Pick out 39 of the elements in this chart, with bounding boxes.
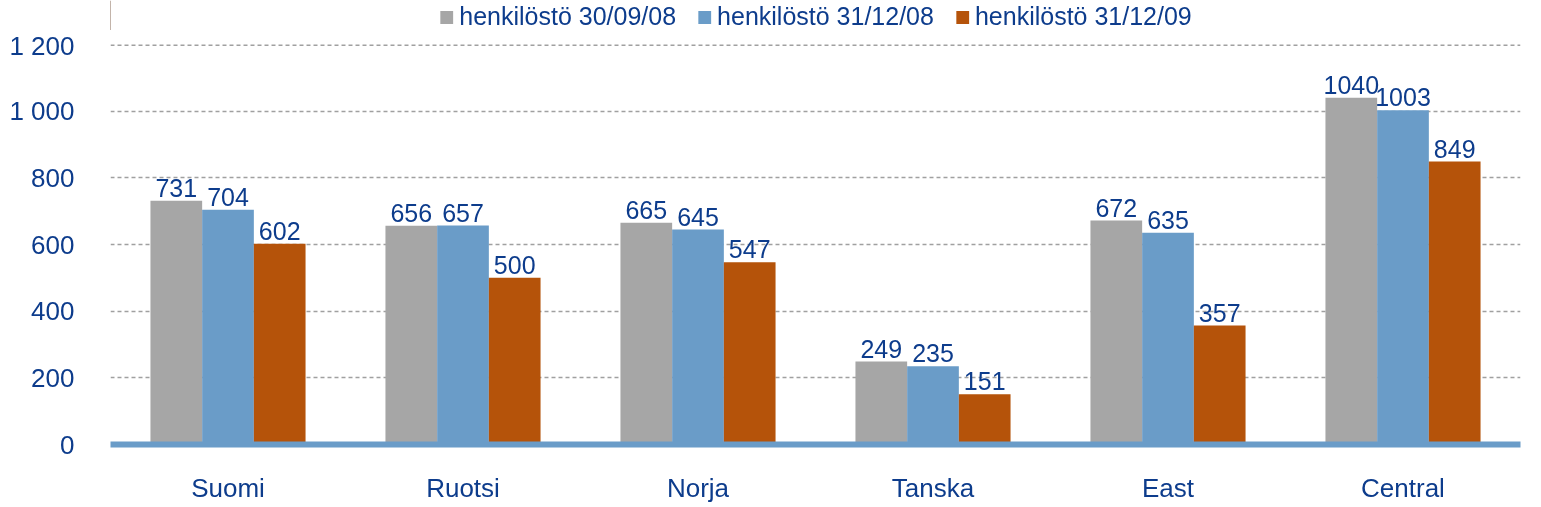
y-tick-label: 200 [31, 362, 75, 393]
y-tick-label: 0 [60, 429, 75, 460]
data-label: 645 [677, 202, 719, 231]
bar [958, 394, 1011, 445]
y-tick-label: 1 200 [9, 30, 75, 61]
data-label: 547 [728, 235, 771, 264]
x-tick-label: Tanska [891, 472, 975, 503]
data-label: 357 [1198, 298, 1241, 327]
data-label: 731 [155, 173, 198, 202]
bar [253, 243, 306, 445]
y-tick-label: 600 [31, 229, 75, 260]
legend-label: henkilöstö 31/12/08 [717, 2, 934, 31]
data-label: 602 [258, 216, 301, 245]
bar [488, 277, 541, 445]
data-label: 656 [390, 198, 433, 227]
data-label: 704 [207, 182, 249, 211]
data-label: 672 [1095, 193, 1138, 222]
x-tick-label: Ruotsi [426, 472, 500, 503]
data-label: 657 [442, 198, 484, 227]
bar [1193, 325, 1246, 445]
legend-label: henkilöstö 30/09/08 [459, 2, 677, 31]
data-label: 151 [963, 367, 1006, 396]
bar [1428, 161, 1481, 445]
y-tick-label: 800 [31, 162, 75, 193]
y-tick-label: 1 000 [9, 96, 75, 127]
data-label: 849 [1433, 134, 1476, 163]
data-label: 635 [1147, 205, 1189, 234]
bar [723, 262, 776, 445]
data-label: 665 [625, 195, 668, 224]
data-label: 235 [912, 339, 954, 368]
legend-label: henkilöstö 31/12/09 [974, 2, 1192, 31]
x-tick-label: Central [1361, 472, 1445, 503]
y-tick-label: 400 [31, 296, 75, 327]
x-tick-label: Suomi [191, 472, 265, 503]
x-tick-label: East [1141, 472, 1195, 503]
data-label: 500 [493, 250, 536, 279]
x-tick-label: Norja [666, 472, 730, 503]
bar [1090, 220, 1143, 445]
data-label: 249 [860, 334, 903, 363]
